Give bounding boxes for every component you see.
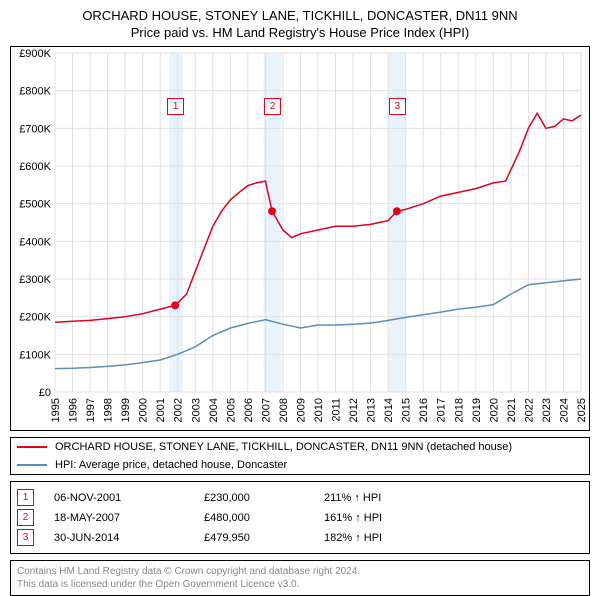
- svg-text:£100K: £100K: [19, 349, 51, 361]
- svg-text:2018: 2018: [453, 398, 465, 422]
- sale-date: 06-NOV-2001: [54, 492, 204, 504]
- legend-row: ORCHARD HOUSE, STONEY LANE, TICKHILL, DO…: [11, 438, 589, 456]
- svg-text:2024: 2024: [558, 398, 570, 422]
- svg-text:£900K: £900K: [19, 48, 51, 60]
- sale-row: 1 06-NOV-2001£230,000211% ↑ HPI: [17, 489, 583, 506]
- svg-text:£300K: £300K: [19, 274, 51, 286]
- svg-text:1999: 1999: [120, 398, 132, 422]
- svg-text:2006: 2006: [243, 398, 255, 422]
- sale-row: 2 18-MAY-2007£480,000161% ↑ HPI: [17, 509, 583, 526]
- svg-text:1995: 1995: [50, 398, 62, 422]
- sale-price: £479,950: [204, 532, 324, 544]
- svg-text:£800K: £800K: [19, 86, 51, 98]
- svg-text:2000: 2000: [138, 398, 150, 422]
- chart-title-1: ORCHARD HOUSE, STONEY LANE, TICKHILL, DO…: [10, 8, 590, 23]
- legend: ORCHARD HOUSE, STONEY LANE, TICKHILL, DO…: [10, 437, 590, 475]
- chart-marker-3: 3: [389, 98, 406, 115]
- svg-text:1997: 1997: [85, 398, 97, 422]
- chart-title-2: Price paid vs. HM Land Registry's House …: [10, 25, 590, 40]
- svg-text:2021: 2021: [506, 398, 518, 422]
- svg-text:2019: 2019: [471, 398, 483, 422]
- legend-swatch: [17, 464, 47, 466]
- svg-text:2017: 2017: [436, 398, 448, 422]
- sale-date: 18-MAY-2007: [54, 512, 204, 524]
- svg-text:£600K: £600K: [19, 161, 51, 173]
- svg-text:2008: 2008: [278, 398, 290, 422]
- chart-marker-1: 1: [167, 98, 184, 115]
- svg-text:2013: 2013: [366, 398, 378, 422]
- legend-row: HPI: Average price, detached house, Donc…: [11, 456, 589, 474]
- chart-marker-2: 2: [264, 98, 281, 115]
- svg-text:2012: 2012: [348, 398, 360, 422]
- sale-marker: 3: [17, 529, 34, 546]
- svg-text:2003: 2003: [190, 398, 202, 422]
- line-chart: £0 £100K £200K £300K £400K £500K £600K £700K £80…: [10, 46, 590, 431]
- footer-line-2: This data is licensed under the Open Gov…: [17, 578, 583, 591]
- sale-marker: 2: [17, 509, 34, 526]
- svg-text:2014: 2014: [383, 398, 395, 422]
- sales-table: 1 06-NOV-2001£230,000211% ↑ HPI 2 18-MAY-20…: [10, 481, 590, 554]
- svg-text:2011: 2011: [331, 398, 343, 422]
- sale-delta: 211% ↑ HPI: [324, 492, 381, 504]
- footer-line-1: Contains HM Land Registry data © Crown c…: [17, 565, 583, 578]
- svg-text:2023: 2023: [541, 398, 553, 422]
- sale-delta: 161% ↑ HPI: [324, 512, 382, 524]
- svg-text:2004: 2004: [208, 398, 220, 422]
- svg-text:2025: 2025: [576, 398, 588, 422]
- svg-text:2015: 2015: [401, 398, 413, 422]
- svg-text:2007: 2007: [260, 398, 272, 422]
- sale-row: 3 30-JUN-2014£479,950182% ↑ HPI: [17, 529, 583, 546]
- svg-text:2010: 2010: [313, 398, 325, 422]
- svg-text:£700K: £700K: [19, 123, 51, 135]
- legend-swatch: [17, 446, 47, 448]
- sale-price: £230,000: [204, 492, 324, 504]
- svg-text:1996: 1996: [68, 398, 80, 422]
- svg-text:2009: 2009: [295, 398, 307, 422]
- sale-price: £480,000: [204, 512, 324, 524]
- svg-text:£200K: £200K: [19, 312, 51, 324]
- legend-label: ORCHARD HOUSE, STONEY LANE, TICKHILL, DO…: [55, 441, 512, 453]
- footer: Contains HM Land Registry data © Crown c…: [10, 560, 590, 596]
- sale-marker: 1: [17, 489, 34, 506]
- svg-text:2002: 2002: [173, 398, 185, 422]
- svg-text:2022: 2022: [523, 398, 535, 422]
- svg-text:£400K: £400K: [19, 236, 51, 248]
- svg-text:1998: 1998: [103, 398, 115, 422]
- sale-delta: 182% ↑ HPI: [324, 532, 382, 544]
- sale-date: 30-JUN-2014: [54, 532, 204, 544]
- svg-text:£0: £0: [39, 387, 51, 399]
- legend-label: HPI: Average price, detached house, Donc…: [55, 459, 287, 471]
- svg-text:2005: 2005: [225, 398, 237, 422]
- svg-text:2020: 2020: [488, 398, 500, 422]
- svg-text:2001: 2001: [155, 398, 167, 422]
- svg-text:£500K: £500K: [19, 199, 51, 211]
- svg-text:2016: 2016: [418, 398, 430, 422]
